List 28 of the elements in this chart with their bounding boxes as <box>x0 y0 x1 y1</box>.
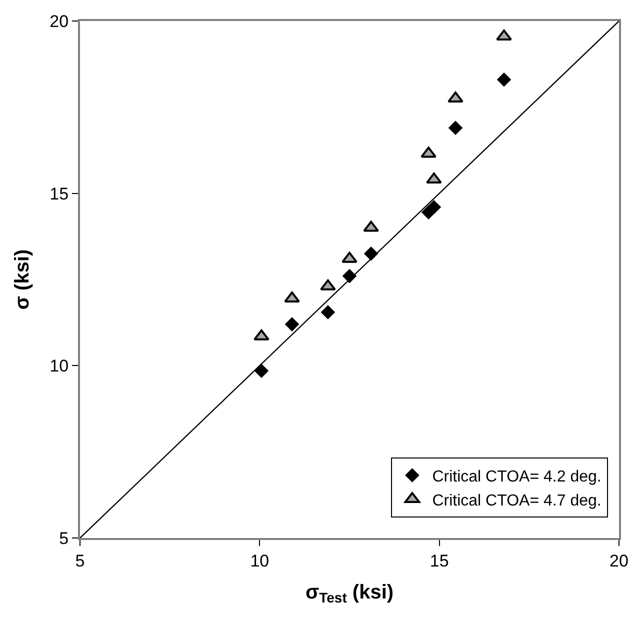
point <box>342 268 357 284</box>
point <box>426 172 442 184</box>
y-tick-label: 15 <box>50 184 69 204</box>
y-tick-label: 5 <box>59 528 69 548</box>
point <box>426 200 442 214</box>
point <box>496 72 512 87</box>
x-axis-title: σ$_{Test}$ (ksi) <box>305 581 394 606</box>
point <box>320 279 336 290</box>
x-tick-label: 15 <box>430 551 449 570</box>
point <box>448 120 463 135</box>
legend-label: Critical CTOA= 4.2 deg. <box>432 468 602 486</box>
legend-label: Critical CTOA= 4.7 deg. <box>432 492 602 510</box>
point <box>254 329 270 340</box>
point <box>420 146 436 158</box>
point <box>342 252 358 263</box>
point <box>496 30 512 41</box>
point <box>448 92 464 103</box>
point <box>320 305 336 320</box>
point <box>254 364 269 378</box>
point <box>284 291 300 302</box>
point <box>363 220 379 232</box>
x-tick-label: 10 <box>250 551 270 570</box>
y-axis-title: σ (ksi) <box>12 249 34 310</box>
y-tick-label: 10 <box>50 356 69 376</box>
point <box>284 317 300 332</box>
y-tick-label: 20 <box>50 12 69 31</box>
x-tick-label: 5 <box>75 551 85 570</box>
x-tick-label: 20 <box>610 551 628 570</box>
